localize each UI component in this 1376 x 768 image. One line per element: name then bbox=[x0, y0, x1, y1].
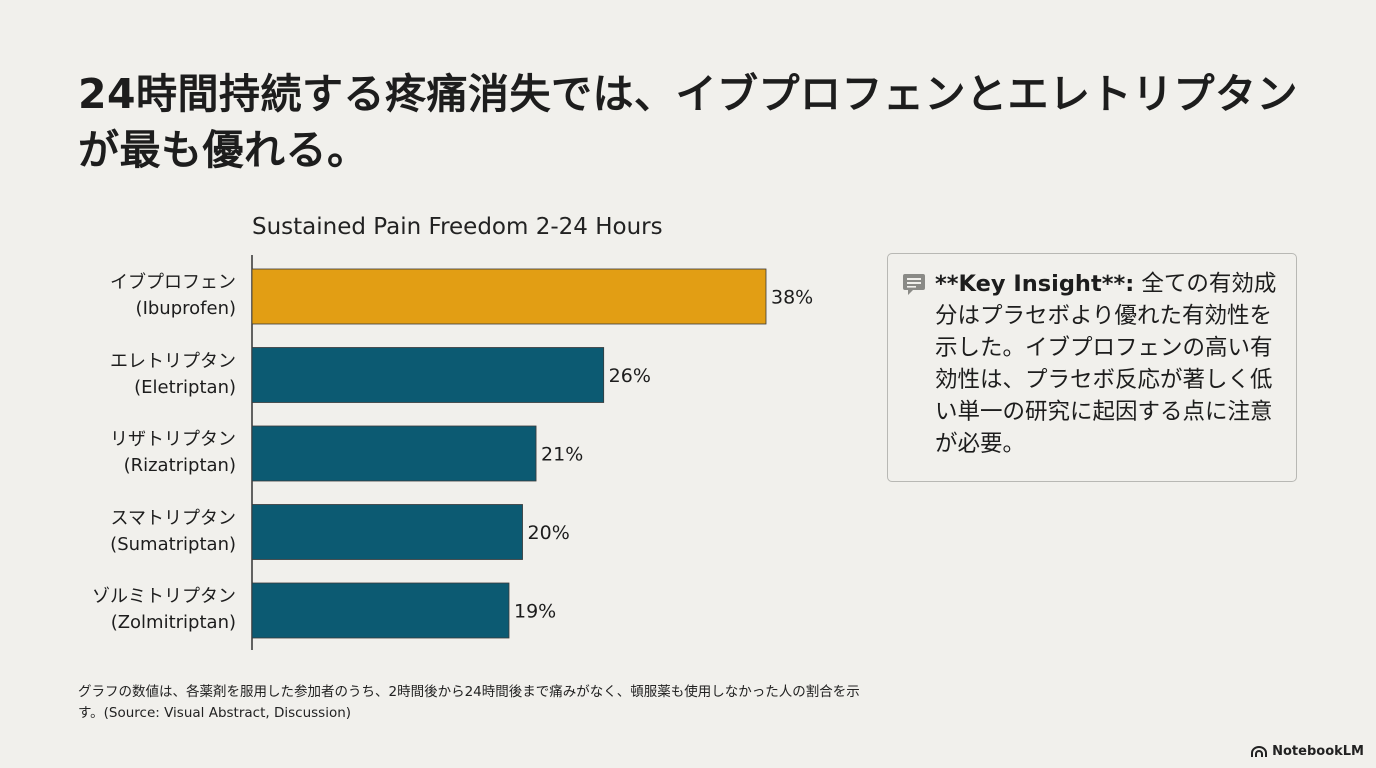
bar-value-label: 19% bbox=[514, 601, 556, 623]
bar bbox=[251, 425, 537, 482]
brand-logo: NotebookLM bbox=[1251, 744, 1364, 759]
category-label-en: (Sumatriptan) bbox=[110, 533, 236, 555]
category-label-ja: スマトリプタン bbox=[110, 507, 236, 529]
page-title: 24時間持続する疼痛消失では、イブプロフェンとエレトリプタンが最も優れる。 bbox=[78, 70, 1299, 174]
notebooklm-icon bbox=[1251, 745, 1268, 757]
category-label-ja: ゾルミトリプタン bbox=[92, 586, 236, 607]
category-label-ja: リザトリプタン bbox=[110, 429, 236, 450]
category-label-en: (Eletriptan) bbox=[134, 376, 236, 398]
category-label: ゾルミトリプタン (Zolmitriptan) bbox=[16, 584, 236, 636]
key-insight-box: **Key Insight**: 全ての有効成分はプラセボより優れた有効性を示し… bbox=[887, 253, 1297, 482]
category-label: リザトリプタン (Rizatriptan) bbox=[16, 427, 236, 479]
brand-name: NotebookLM bbox=[1272, 744, 1364, 759]
key-insight-body: 全ての有効成分はプラセボより優れた有効性を示した。イブプロフェンの高い有効性は、… bbox=[935, 271, 1277, 457]
category-label: スマトリプタン (Sumatriptan) bbox=[16, 506, 236, 558]
category-label-en: (Rizatriptan) bbox=[123, 455, 236, 476]
bar bbox=[251, 582, 510, 639]
category-label-en: (Zolmitriptan) bbox=[110, 612, 236, 633]
category-label-ja: エレトリプタン bbox=[110, 350, 236, 372]
key-insight-text: **Key Insight**: 全ての有効成分はプラセボより優れた有効性を示し… bbox=[935, 268, 1285, 460]
bar-value-label: 26% bbox=[609, 365, 651, 387]
chart-title: Sustained Pain Freedom 2-24 Hours bbox=[252, 214, 663, 240]
category-label: イブプロフェン (Ibuprofen) bbox=[16, 270, 236, 322]
bar-value-label: 38% bbox=[771, 287, 813, 309]
bar-value-label: 21% bbox=[541, 444, 583, 466]
category-label-en: (Ibuprofen) bbox=[135, 298, 236, 319]
bar bbox=[251, 268, 767, 325]
bar bbox=[251, 347, 605, 403]
footnote: グラフの数値は、各薬剤を服用した参加者のうち、2時間後から24時間後まで痛みがな… bbox=[78, 684, 860, 721]
bar-value-label: 20% bbox=[528, 522, 570, 544]
comment-icon bbox=[903, 274, 925, 295]
bar bbox=[251, 504, 523, 560]
category-label-ja: イブプロフェン bbox=[110, 272, 236, 293]
category-label: エレトリプタン (Eletriptan) bbox=[16, 349, 236, 401]
key-insight-label: **Key Insight**: bbox=[935, 271, 1135, 297]
